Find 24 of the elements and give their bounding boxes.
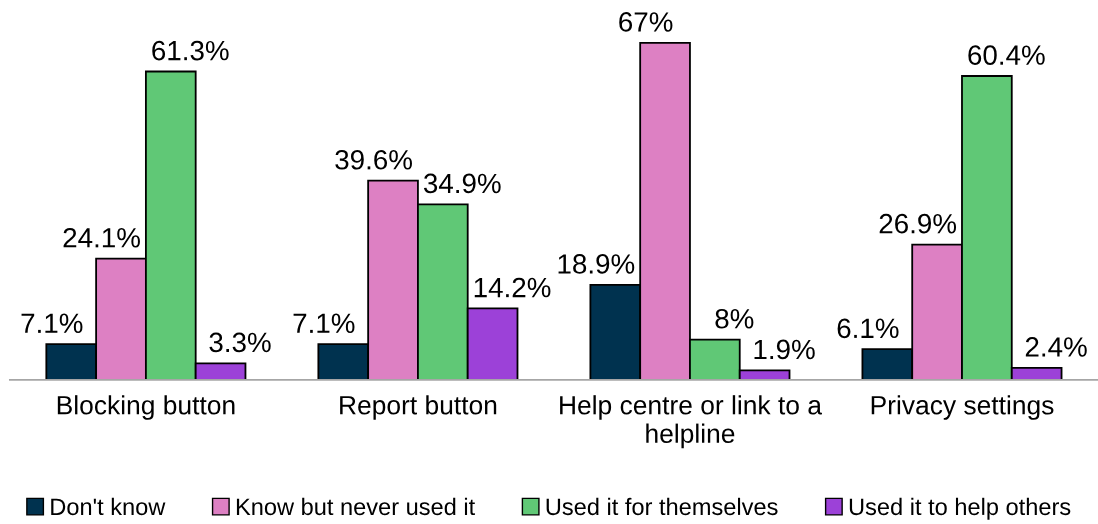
data-label: 2.4% [1025,337,1087,357]
x-tick-label: Privacy settings [871,395,1054,420]
legend-label: Used it to help others [849,497,1071,520]
data-label: 24.1% [63,227,140,248]
data-label: 8% [715,308,754,329]
data-label: 39.6% [335,149,412,170]
data-label: 60.4% [968,45,1045,65]
data-label: 7.1% [293,313,355,334]
data-label: 7.1% [21,313,83,334]
data-label: 18.9% [558,254,635,274]
x-tick-label: Blocking button [57,395,235,420]
legend-label: Know but never used it [236,497,476,516]
data-label: 34.9% [423,173,501,194]
data-label: 3.3% [209,332,271,353]
data-label: 1.9% [754,339,815,360]
legend-label: Don't know [51,497,166,516]
data-label: 26.9% [879,213,957,234]
x-tick-label: Report button [340,395,497,420]
data-label: 67% [619,12,673,32]
legend-label: Used it for themselves [546,497,778,516]
x-tick-label: Help centre or link to a helpline [560,395,822,449]
data-label: 14.2% [474,277,551,298]
data-label: 61.3% [152,40,229,61]
data-label: 6.1% [837,318,899,339]
